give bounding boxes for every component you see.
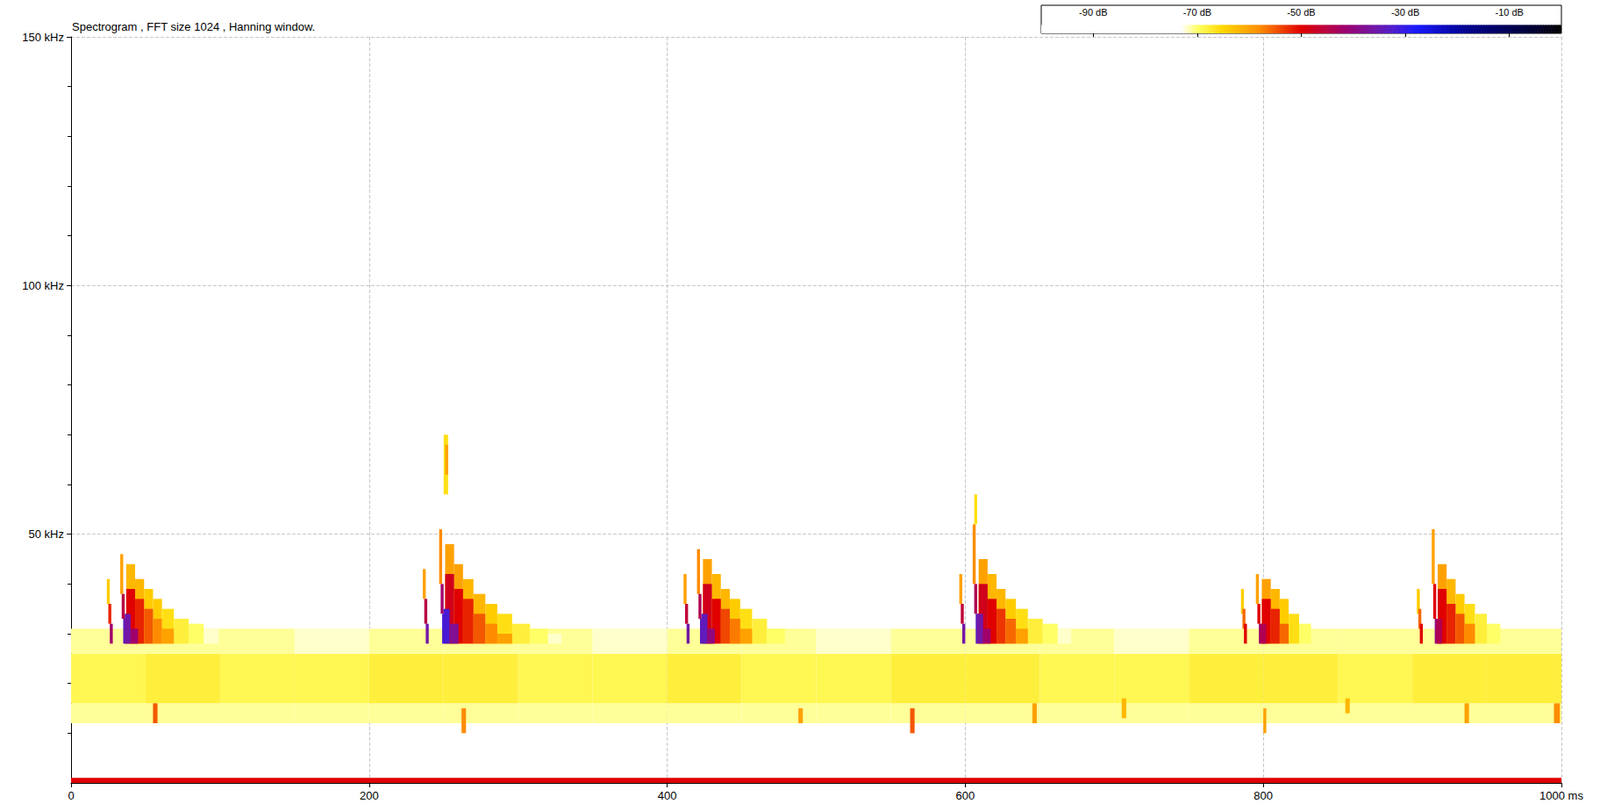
svg-text:400: 400	[657, 788, 678, 802]
svg-text:200: 200	[359, 788, 379, 802]
svg-text:150 kHz: 150 kHz	[21, 30, 65, 44]
svg-text:1000 ms: 1000 ms	[1539, 788, 1584, 802]
svg-text:800: 800	[1253, 788, 1273, 802]
svg-text:50 kHz: 50 kHz	[28, 527, 65, 541]
svg-text:-10 dB: -10 dB	[1494, 7, 1523, 18]
svg-text:-70 dB: -70 dB	[1183, 7, 1212, 18]
svg-text:100 kHz: 100 kHz	[21, 278, 65, 293]
svg-text:0: 0	[67, 788, 74, 802]
svg-text:600: 600	[956, 788, 976, 802]
svg-text:-90 dB: -90 dB	[1078, 7, 1108, 18]
svg-text:-50 dB: -50 dB	[1286, 7, 1315, 18]
svg-text:Spectrogram , FFT size 1024 ,: Spectrogram , FFT size 1024 , Hanning wi…	[71, 20, 315, 34]
svg-text:-30 dB: -30 dB	[1391, 7, 1420, 18]
